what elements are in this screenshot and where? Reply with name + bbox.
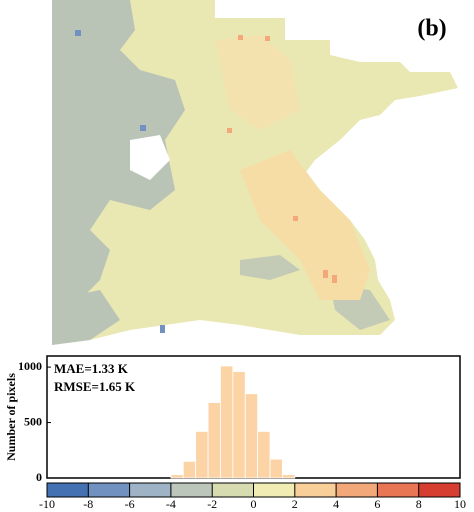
histogram-bar [257,431,271,479]
histogram-bar [232,371,246,479]
y-tick-label: 500 [24,414,42,428]
colorbar-tick-label: -4 [166,497,176,511]
y-axis-label: Number of pixels [4,373,18,461]
colorbar-segment [336,483,378,497]
histogram-bar [220,365,234,479]
colorbar-segment [418,483,460,497]
colorbar-segment [212,483,254,497]
colorbar-segment [253,483,295,497]
histogram-bar [182,460,197,479]
annotation: MAE=1.33 K [54,361,129,376]
histogram-bar [170,474,184,479]
map-patch [240,255,300,280]
histogram-bar [207,402,221,479]
panel-label: (b) [417,16,446,42]
histogram-bar [244,393,259,479]
colorbar-segment [170,483,213,497]
colorbar-tick-label: -8 [83,497,93,511]
colorbar-tick-label: 6 [374,497,380,511]
colorbar-tick-label: 8 [416,497,422,511]
map-pixel [75,30,81,36]
map-patch [52,290,120,345]
histogram-bar [269,458,283,479]
colorbar-tick-label: -10 [39,497,55,511]
map-pixel [238,35,243,40]
colorbar-tick-label: -6 [125,497,135,511]
colorbar-tick-label: 4 [333,497,339,511]
colorbar-tick-label: 0 [251,497,257,511]
colorbar-segment [88,483,130,497]
map-patch [215,35,300,130]
y-tick-label: 1000 [18,359,42,373]
map-hole [130,135,170,180]
map-pixel [323,270,328,278]
colorbar-segment [129,483,171,497]
map [52,0,458,345]
colorbar-tick-label: 2 [292,497,298,511]
map-pixel [227,128,232,133]
map-pixel [265,36,270,41]
histogram-bar [195,431,209,479]
map-patch [240,150,370,300]
annotation: RMSE=1.65 K [54,379,136,394]
map-pixel [293,216,298,221]
map-patch [52,0,185,300]
map-pixel [332,275,337,283]
colorbar-segment [377,483,419,497]
colorbar-tick-label: -2 [207,497,217,511]
colorbar-segment [294,483,337,497]
map-pixel [160,325,165,333]
histogram-bar [282,474,296,479]
map-pixel [140,125,146,131]
colorbar-tick-label: 10 [454,497,466,511]
y-tick-label: 0 [36,470,42,484]
colorbar-segment [47,483,89,497]
